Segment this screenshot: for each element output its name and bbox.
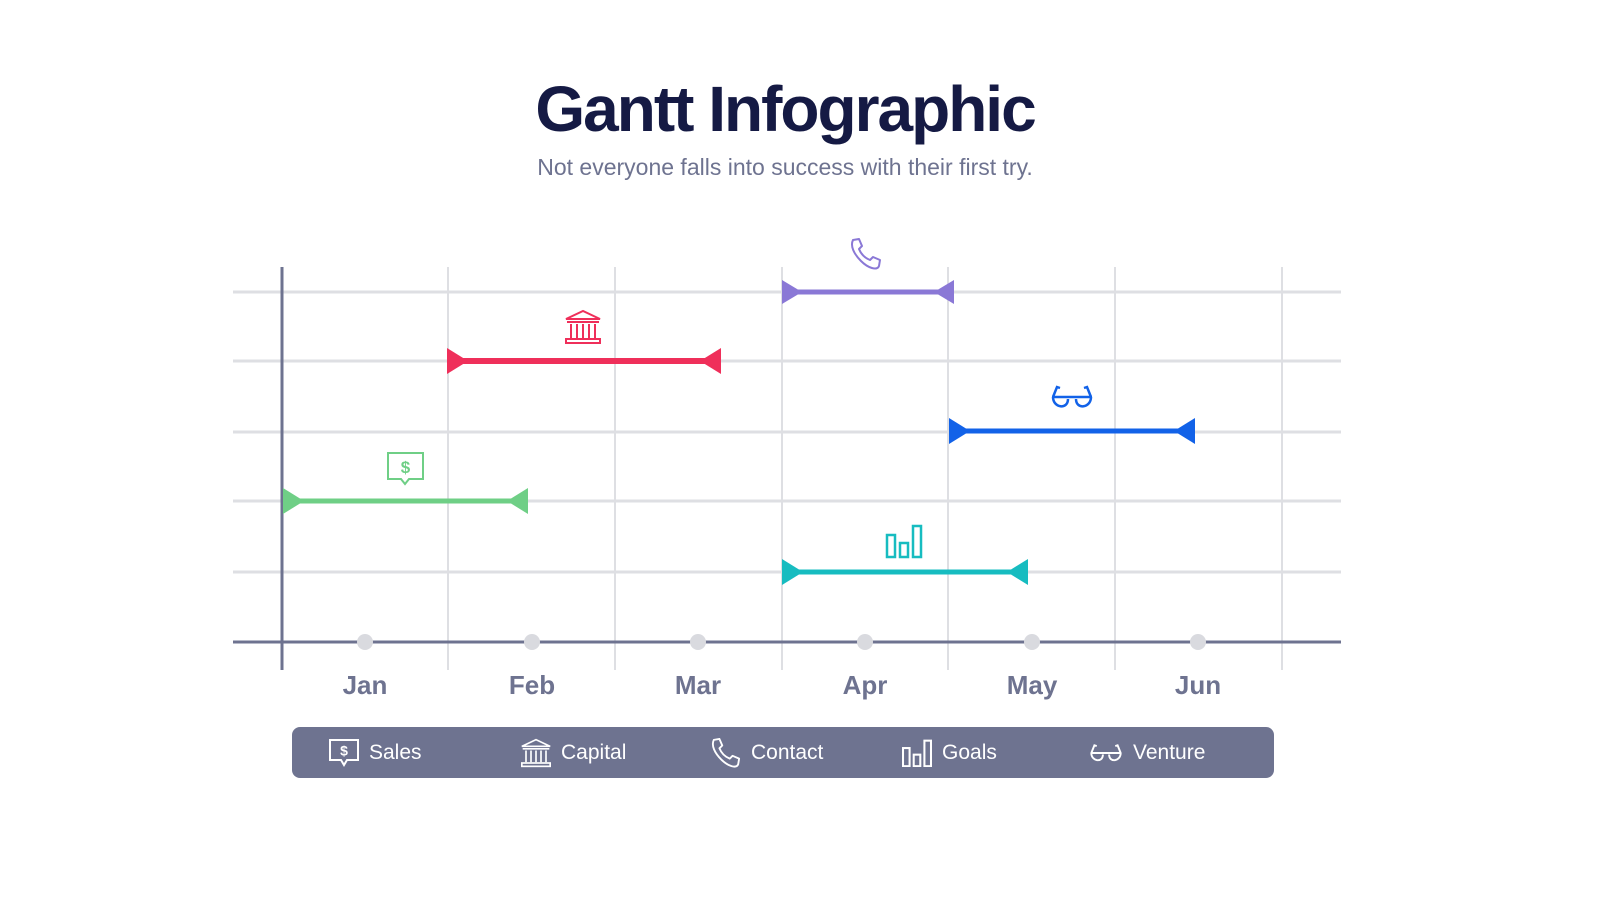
legend-item-goals[interactable]: Goals bbox=[902, 727, 997, 778]
legend-item-venture[interactable]: Venture bbox=[1089, 727, 1205, 778]
month-label-mar: Mar bbox=[675, 670, 721, 700]
gantt-chart: Jan Feb Mar Apr May Jun bbox=[233, 238, 1341, 700]
vertical-gridlines bbox=[447, 267, 1283, 670]
glasses-icon bbox=[1051, 385, 1093, 408]
legend-label-goals: Goals bbox=[942, 740, 997, 764]
dollar-sign-chat-icon: $ bbox=[329, 738, 359, 767]
svg-text:$: $ bbox=[401, 458, 411, 477]
month-label-apr: Apr bbox=[843, 670, 888, 700]
bank-building-icon bbox=[565, 309, 601, 344]
gantt-bar-contact[interactable] bbox=[782, 238, 954, 304]
dollar-sign-chat-icon: $ bbox=[387, 452, 424, 486]
legend-item-contact[interactable]: Contact bbox=[711, 727, 823, 778]
page-subtitle: Not everyone falls into success with the… bbox=[537, 154, 1033, 180]
bar-chart-icon bbox=[902, 739, 932, 767]
svg-text:$: $ bbox=[340, 742, 348, 758]
gantt-bar-capital[interactable] bbox=[447, 309, 721, 374]
bar-chart-icon bbox=[885, 524, 923, 559]
bank-building-icon bbox=[521, 738, 551, 767]
page-title: Gantt Infographic bbox=[535, 73, 1036, 145]
gantt-bar-goals[interactable] bbox=[782, 524, 1028, 585]
legend-label-contact: Contact bbox=[751, 740, 824, 764]
legend-item-capital[interactable]: Capital bbox=[521, 727, 626, 778]
legend-label-capital: Capital bbox=[561, 740, 627, 764]
legend-label-sales: Sales bbox=[369, 740, 422, 764]
phone-icon bbox=[851, 238, 881, 270]
month-markers bbox=[357, 634, 1206, 650]
gantt-bar-sales[interactable]: $ bbox=[283, 452, 528, 514]
glasses-icon bbox=[1090, 743, 1122, 761]
month-label-jun: Jun bbox=[1175, 670, 1221, 700]
x-axis-labels: Jan Feb Mar Apr May Jun bbox=[343, 670, 1222, 700]
legend-label-venture: Venture bbox=[1133, 740, 1206, 764]
month-label-feb: Feb bbox=[509, 670, 555, 700]
legend-item-sales[interactable]: $ Sales bbox=[329, 727, 422, 778]
phone-icon bbox=[711, 737, 741, 767]
gantt-bar-venture[interactable] bbox=[949, 385, 1195, 444]
month-label-may: May bbox=[1007, 670, 1058, 700]
chart-legend: $ Sales Capital Contact Goals bbox=[292, 727, 1274, 778]
month-label-jan: Jan bbox=[343, 670, 388, 700]
